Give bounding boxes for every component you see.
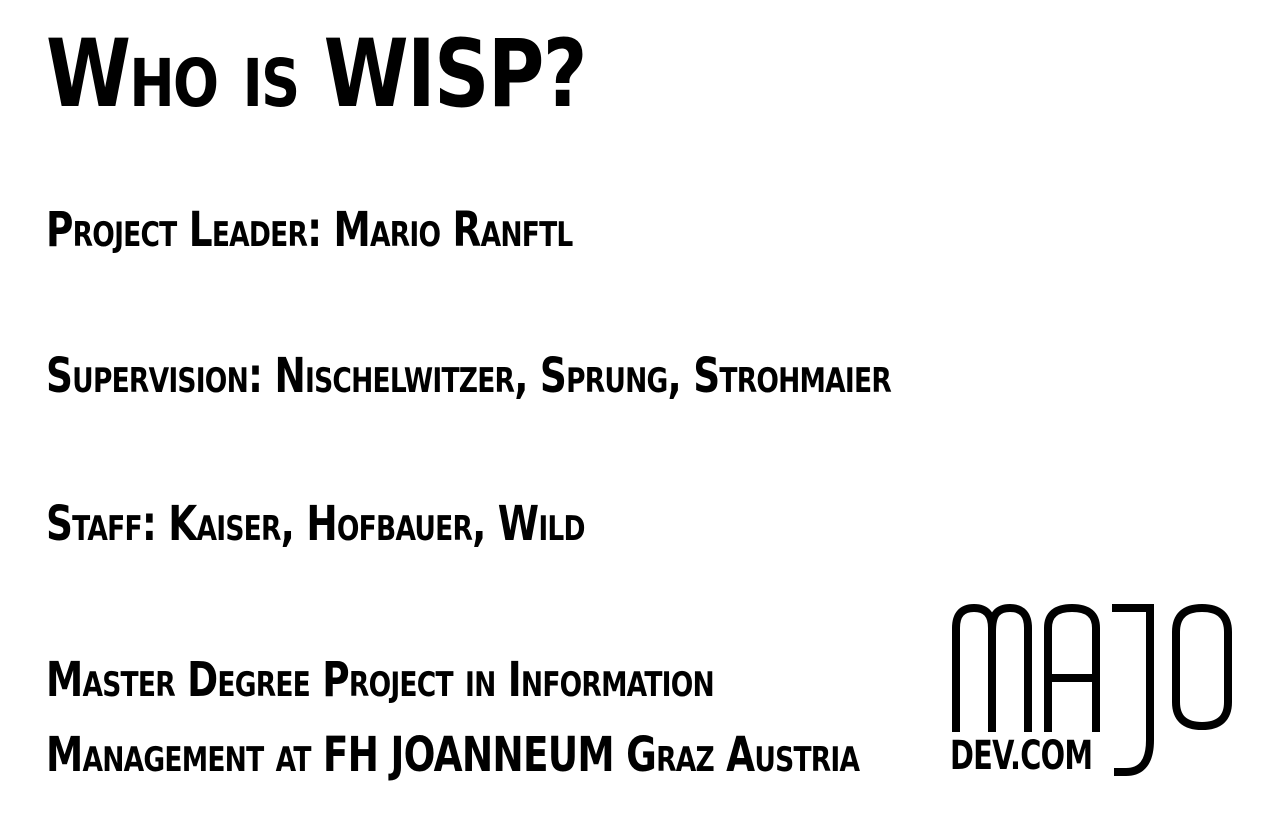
degree-line-1: Master Degree Project in Information [46,652,715,708]
supervision-line: Supervision: Nischelwitzer, Sprung, Stro… [46,348,892,404]
degree-line-2: Management at FH JOANNEUM Graz Austria [46,727,860,783]
staff-line: Staff: Kaiser, Hofbauer, Wild [46,496,586,552]
slide-title: Who is WISP? [46,20,587,129]
majo-logo-icon [952,603,1232,776]
logo-domain-text: DEV.COM [950,733,1093,779]
project-leader-line: Project Leader: Mario Ranftl [46,202,573,258]
majodev-logo: DEV.COM [950,602,1234,782]
